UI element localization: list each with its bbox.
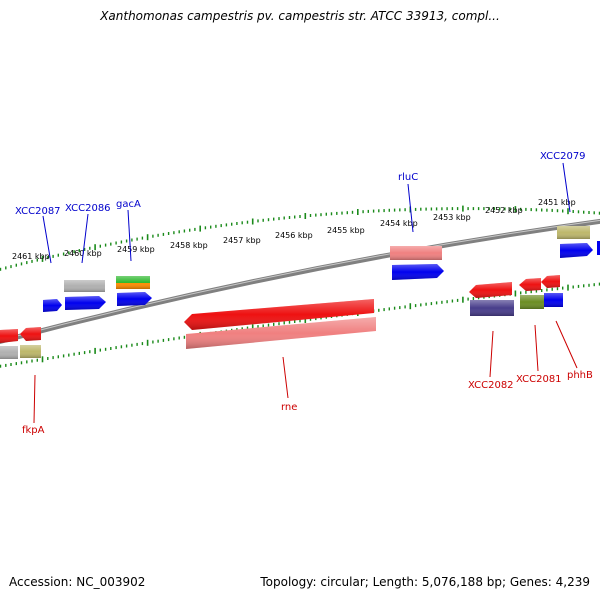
gene-phhB[interactable] xyxy=(541,275,563,307)
gene-XCC2082[interactable] xyxy=(469,282,514,316)
tick-label: 2453 kbp xyxy=(433,213,471,222)
gene-label-XCC2086[interactable]: XCC2086 xyxy=(65,203,111,214)
gene-label-rluC[interactable]: rluC xyxy=(398,172,418,183)
gene-XCC2081[interactable] xyxy=(519,278,544,309)
gene-label-XCC2082[interactable]: XCC2082 xyxy=(468,380,514,391)
tick-label: 2452 kbp xyxy=(485,206,523,215)
tick-label: 2455 kbp xyxy=(327,226,365,235)
tick-label: 2454 kbp xyxy=(380,219,418,228)
gene-label-fkpA[interactable]: fkpA xyxy=(22,425,45,436)
label-leaders xyxy=(33,162,578,424)
tick-label: 2458 kbp xyxy=(170,241,208,250)
gene-label-XCC2087[interactable]: XCC2087 xyxy=(15,206,61,217)
gene-fkpA[interactable] xyxy=(0,327,41,359)
gene-label-XCC2079[interactable]: XCC2079 xyxy=(540,151,586,162)
tick-label: 2457 kbp xyxy=(223,236,261,245)
accession-text: Accession: NC_003902 xyxy=(9,575,146,589)
genome-summary-text: Topology: circular; Length: 5,076,188 bp… xyxy=(260,575,590,589)
gene-label-rne[interactable]: rne xyxy=(281,402,297,413)
tick-label: 2451 kbp xyxy=(538,198,576,207)
gene-label-gacA[interactable]: gacA xyxy=(116,199,141,210)
page-title: Xanthomonas campestris pv. campestris st… xyxy=(100,9,500,23)
tick-label: 2456 kbp xyxy=(275,231,313,240)
gene-gacA[interactable] xyxy=(116,276,152,306)
genome-backbone xyxy=(0,218,600,344)
gene-rne[interactable] xyxy=(184,299,376,349)
genome-backbone-highlight xyxy=(0,219,600,341)
tick-label: 2461 kbp xyxy=(12,252,50,261)
gene-rluC[interactable] xyxy=(390,246,444,280)
gene-XCC2086[interactable] xyxy=(64,280,106,310)
gene-label-phhB[interactable]: phhB xyxy=(567,370,593,381)
gene-label-XCC2081[interactable]: XCC2081 xyxy=(516,374,562,385)
scale-ticks-top xyxy=(0,205,600,271)
gene-XCC2087[interactable] xyxy=(43,299,62,312)
tick-label: 2459 kbp xyxy=(117,245,155,254)
gene-XCC2079[interactable] xyxy=(557,226,600,258)
